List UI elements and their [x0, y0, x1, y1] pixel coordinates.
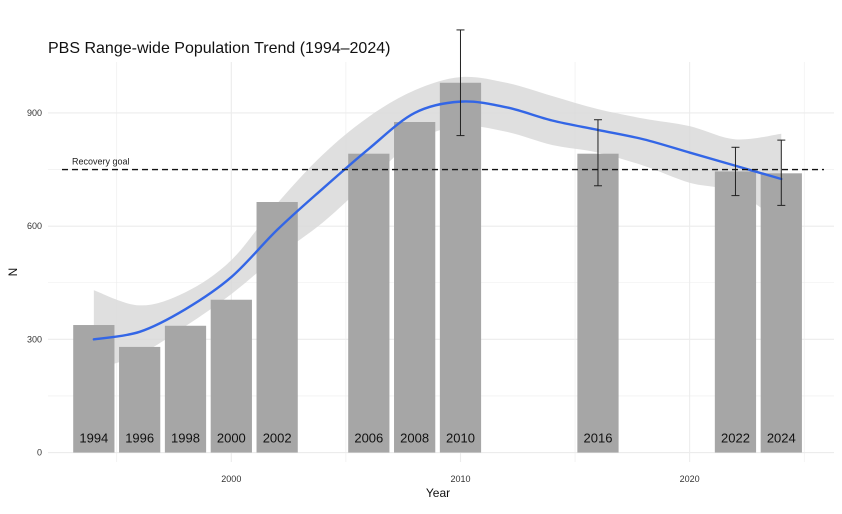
confidence-ribbon [93, 76, 782, 370]
y-tick-label: 0 [37, 448, 42, 458]
bar [73, 325, 115, 453]
y-tick-label: 900 [27, 108, 42, 118]
bar [760, 173, 802, 453]
bar-label: 2010 [446, 431, 475, 446]
reference-line-layer: Recovery goal [62, 157, 824, 171]
x-tick-label: 2010 [450, 474, 470, 484]
bar [164, 325, 207, 453]
y-tick-label: 300 [27, 334, 42, 344]
y-axis-title: N [6, 268, 20, 277]
bar-label: 2024 [767, 431, 796, 446]
y-tick-label: 600 [27, 221, 42, 231]
bar [394, 122, 436, 453]
bar [348, 153, 390, 453]
bar-label: 2008 [400, 431, 429, 446]
bar [119, 346, 161, 453]
x-tick-label: 2000 [221, 474, 241, 484]
bar-label: 1996 [125, 431, 154, 446]
error-bars-layer [456, 29, 786, 206]
bar [256, 202, 298, 453]
chart-title: PBS Range-wide Population Trend (1994–20… [48, 40, 391, 57]
axes-layer: Year N 0 300 600 900 2000 2010 2020 [6, 108, 700, 500]
bar-label: 2016 [584, 431, 613, 446]
bar-label: 2002 [263, 431, 292, 446]
bar [439, 82, 482, 453]
bar-label: 1994 [79, 431, 108, 446]
bar [577, 153, 619, 453]
bar-label: 2022 [721, 431, 750, 446]
x-tick-label: 2020 [680, 474, 700, 484]
bars-layer [73, 82, 802, 453]
confidence-ribbon-layer [93, 76, 782, 370]
reference-line-label: Recovery goal [72, 157, 130, 167]
bar [714, 171, 757, 453]
bar-label: 2006 [354, 431, 383, 446]
trend-line [92, 100, 783, 341]
trend-layer [92, 100, 783, 341]
bar-label: 2000 [217, 431, 246, 446]
x-axis-title: Year [426, 486, 450, 500]
bar-labels-layer: 1994 1996 1998 2000 2002 2006 2008 2010 2016 2022… [79, 431, 795, 446]
bar-label: 1998 [171, 431, 200, 446]
bar [210, 299, 252, 453]
